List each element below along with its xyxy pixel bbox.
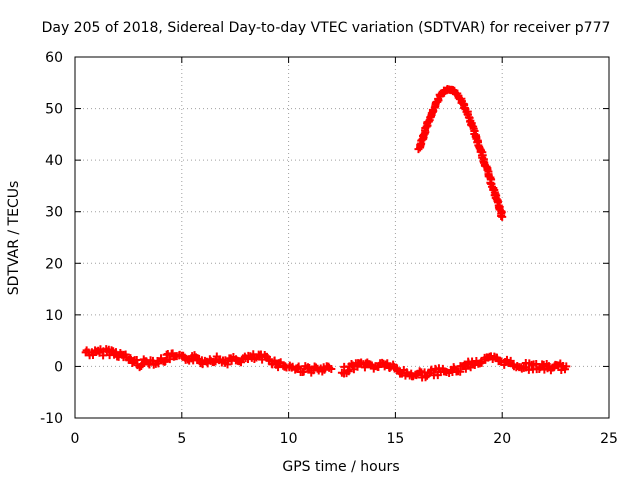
data-point (223, 360, 232, 369)
x-tick-label: 10 (280, 431, 298, 447)
data-point (270, 356, 279, 365)
data-point (496, 356, 505, 365)
y-tick-label: 10 (45, 308, 63, 324)
data-point (305, 363, 314, 372)
data-point (327, 365, 336, 374)
data-point (506, 356, 515, 365)
y-axis-label: SDTVAR / TECUs (6, 181, 22, 296)
x-tick-label: 15 (386, 431, 404, 447)
x-tick-label: 25 (600, 431, 618, 447)
y-tick-label: 0 (54, 359, 63, 375)
data-point (421, 373, 430, 382)
y-tick-label: 30 (45, 205, 63, 221)
tick-labels: 0 5 10 15 20 25 -10 0 10 20 30 40 50 60 (40, 50, 618, 447)
data-point (161, 357, 170, 366)
plot-frame (74, 56, 610, 419)
y-tick-label: -10 (40, 411, 63, 427)
x-tick-label: 5 (177, 431, 186, 447)
y-tick-label: 40 (45, 153, 63, 169)
data-point (562, 362, 571, 371)
data-point (461, 364, 470, 373)
axis-ticks (74, 56, 610, 419)
y-tick-label: 60 (45, 50, 63, 66)
y-tick-label: 20 (45, 256, 63, 272)
data-points (81, 84, 571, 382)
data-point (498, 212, 507, 221)
chart-title: Day 205 of 2018, Sidereal Day-to-day VTE… (42, 20, 611, 36)
x-tick-label: 20 (493, 431, 511, 447)
y-tick-label: 50 (45, 102, 63, 118)
x-tick-label: 0 (71, 431, 80, 447)
x-axis-label: GPS time / hours (282, 459, 399, 475)
